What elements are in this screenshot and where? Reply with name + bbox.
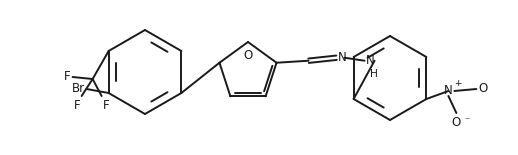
Text: O: O bbox=[243, 49, 253, 62]
Text: F: F bbox=[74, 99, 81, 112]
Text: O: O bbox=[452, 116, 461, 129]
Text: N: N bbox=[338, 51, 346, 64]
Text: F: F bbox=[64, 71, 70, 84]
Text: N: N bbox=[444, 84, 453, 97]
Text: Br: Br bbox=[71, 82, 84, 95]
Text: H: H bbox=[370, 69, 378, 79]
Text: +: + bbox=[454, 78, 462, 88]
Text: N: N bbox=[366, 54, 375, 67]
Text: O: O bbox=[479, 82, 487, 95]
Text: ⁻: ⁻ bbox=[464, 116, 470, 126]
Text: F: F bbox=[103, 99, 109, 112]
